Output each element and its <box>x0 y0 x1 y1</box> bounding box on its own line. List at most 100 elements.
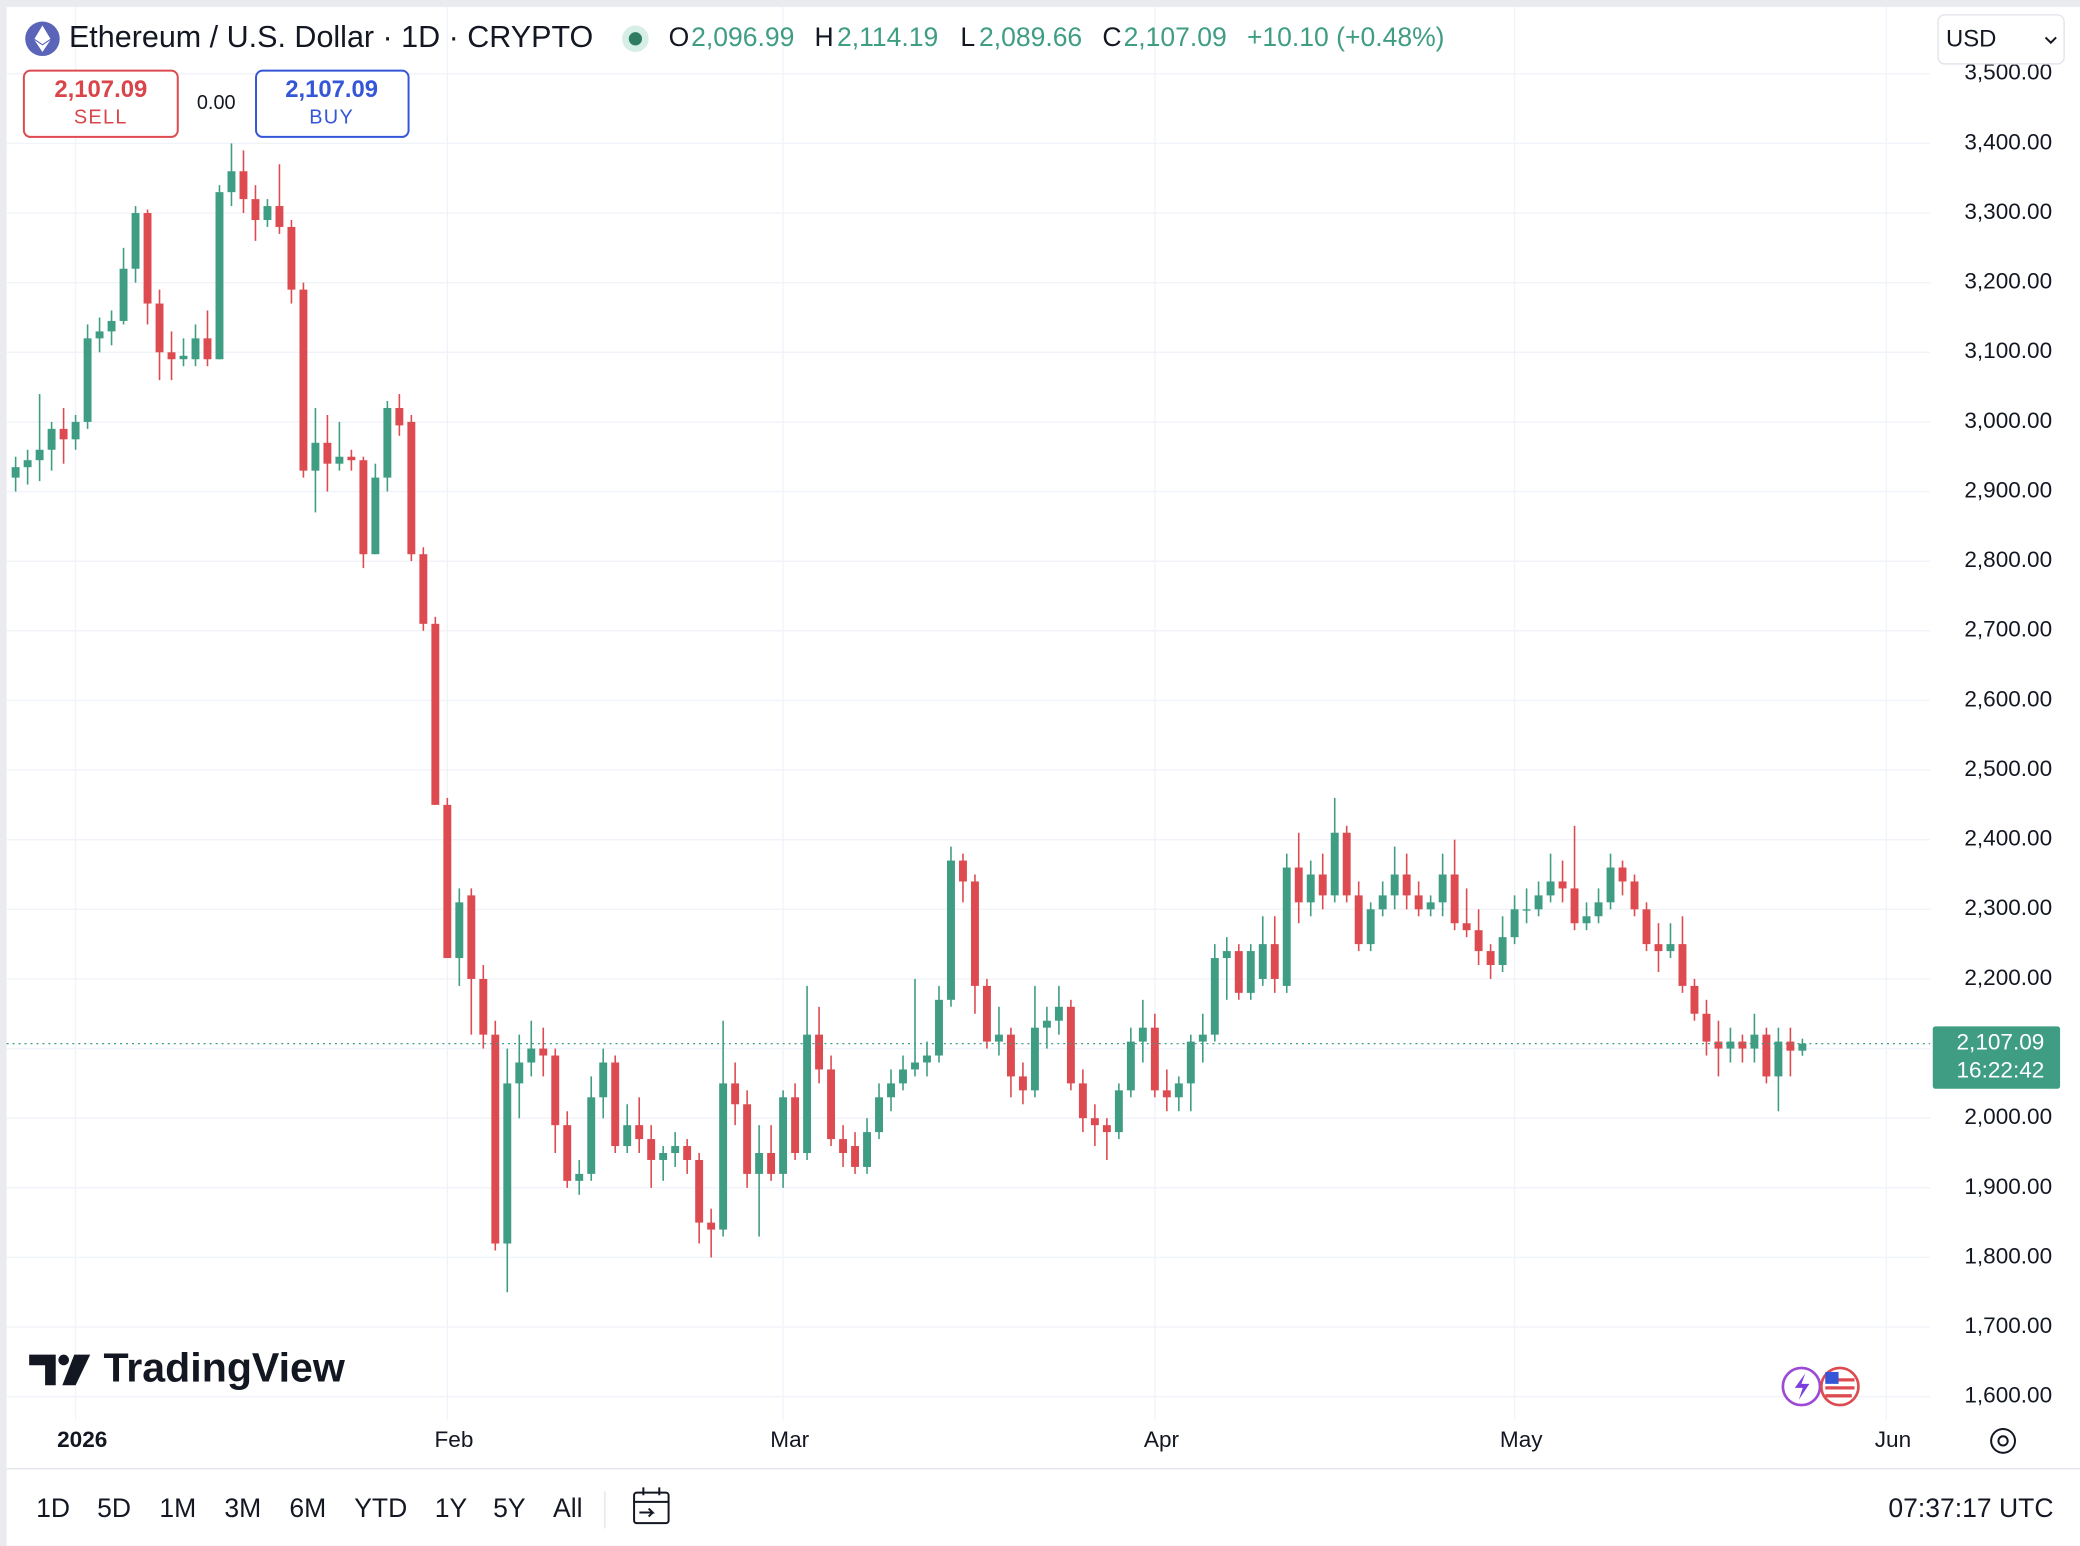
candle-body <box>323 442 332 464</box>
range-button[interactable]: 1D <box>36 1493 70 1523</box>
candle-body <box>1726 1041 1735 1049</box>
candle-body <box>611 1062 620 1147</box>
calendar-glyph[interactable] <box>634 1487 669 1518</box>
candle-body <box>1114 1090 1123 1133</box>
candle-body <box>1402 874 1411 896</box>
candle-body <box>395 407 404 426</box>
gear-hub[interactable] <box>1997 1435 2009 1447</box>
candle-body <box>1078 1083 1087 1119</box>
candle-body <box>1042 1020 1051 1028</box>
sell-label[interactable]: SELL <box>74 107 128 129</box>
candle-body <box>1234 951 1243 993</box>
candle-body <box>1534 895 1543 910</box>
candle-body <box>695 1159 704 1223</box>
range-button[interactable]: YTD <box>354 1493 407 1523</box>
candle-body <box>527 1048 536 1063</box>
y-tick-label: 3,100.00 <box>1964 338 2052 363</box>
y-tick-label: 2,200.00 <box>1964 965 2052 990</box>
candle-body <box>263 206 272 220</box>
candle-body <box>503 1083 512 1244</box>
range-button[interactable]: 5D <box>97 1493 131 1523</box>
candle-body <box>707 1222 716 1230</box>
candle-body <box>1258 944 1267 979</box>
range-button[interactable]: 3M <box>224 1493 261 1523</box>
range-button[interactable]: 1M <box>159 1493 196 1523</box>
candle-body <box>1702 1013 1711 1042</box>
candle-body <box>1654 944 1663 952</box>
candle-body <box>1126 1041 1135 1091</box>
candle-body <box>1306 874 1315 903</box>
range-button[interactable]: 1Y <box>435 1493 468 1523</box>
candle-body <box>335 456 344 464</box>
date-range-button[interactable] <box>633 1487 670 1525</box>
currency-box[interactable] <box>1937 14 2065 65</box>
candle-body <box>851 1146 860 1167</box>
candle-body <box>1066 1006 1075 1084</box>
y-tick-label: 2,400.00 <box>1964 826 2052 851</box>
candle-body <box>203 338 212 360</box>
y-tick-label: 3,000.00 <box>1964 408 2052 433</box>
candle-body <box>1390 874 1399 896</box>
news-icons[interactable] <box>1781 1366 1860 1407</box>
range-button[interactable]: All <box>553 1493 582 1523</box>
sell-box[interactable] <box>22 69 179 138</box>
candle-body <box>1618 867 1627 882</box>
candle-body <box>1750 1034 1759 1049</box>
candle-body <box>551 1055 560 1126</box>
candle-body <box>1162 1090 1171 1098</box>
candle-body <box>275 206 284 227</box>
currency-selector[interactable]: USD <box>1937 14 2065 65</box>
candle-body <box>1030 1027 1039 1091</box>
candle-body <box>1474 930 1483 952</box>
gear[interactable] <box>1990 1427 2016 1454</box>
currency[interactable]: USD <box>1946 25 1996 52</box>
candle-body <box>179 355 188 360</box>
high-label: H <box>814 22 833 52</box>
candle-body <box>899 1069 907 1084</box>
candle-body <box>299 289 308 471</box>
candle-body <box>539 1048 548 1056</box>
candle-body <box>455 902 464 959</box>
candle-body <box>911 1062 919 1070</box>
buy-box[interactable] <box>255 69 410 138</box>
logo-dot <box>58 1354 69 1366</box>
settings-icon[interactable] <box>1990 1427 2016 1454</box>
sell-button[interactable]: 2,107.09 SELL <box>22 69 179 138</box>
y-tick-label: 1,900.00 <box>1964 1174 2052 1199</box>
range-button[interactable]: 6M <box>289 1493 326 1523</box>
candle-body <box>803 1034 812 1154</box>
chevron[interactable] <box>2044 36 2057 45</box>
x-tick-label: Apr <box>1144 1427 1180 1452</box>
candle-body <box>251 199 260 220</box>
candle-body <box>11 467 20 478</box>
candle-body <box>1342 832 1351 896</box>
candle-body <box>1786 1041 1795 1051</box>
candle-body <box>1486 951 1495 966</box>
candle-body <box>1282 867 1291 986</box>
buy-button[interactable]: 2,107.09 BUY <box>255 69 410 138</box>
candle-body <box>155 303 164 353</box>
candle-body <box>1378 895 1387 910</box>
candle-body <box>1582 916 1591 924</box>
range-button[interactable]: 5Y <box>493 1493 526 1523</box>
calendar-icon[interactable] <box>633 1491 670 1525</box>
candle-body <box>923 1055 931 1063</box>
candle-body <box>1054 1006 1063 1021</box>
candle-body <box>1570 888 1579 924</box>
candle-body <box>131 213 140 269</box>
candle-body <box>1522 909 1531 911</box>
candle-body <box>863 1132 871 1167</box>
flag-canton[interactable] <box>1825 1371 1839 1384</box>
candle-body <box>143 213 152 304</box>
flash-glyph[interactable] <box>1794 1373 1810 1400</box>
candle-body <box>23 460 32 468</box>
buy-label[interactable]: BUY <box>309 107 354 129</box>
y-tick-label: 2,500.00 <box>1964 756 2052 781</box>
buy-price[interactable]: 2,107.09 <box>285 76 378 103</box>
candle-body <box>827 1069 836 1140</box>
candle-body <box>1018 1076 1027 1091</box>
sell-price[interactable]: 2,107.09 <box>54 76 147 103</box>
candle-body <box>875 1097 883 1133</box>
